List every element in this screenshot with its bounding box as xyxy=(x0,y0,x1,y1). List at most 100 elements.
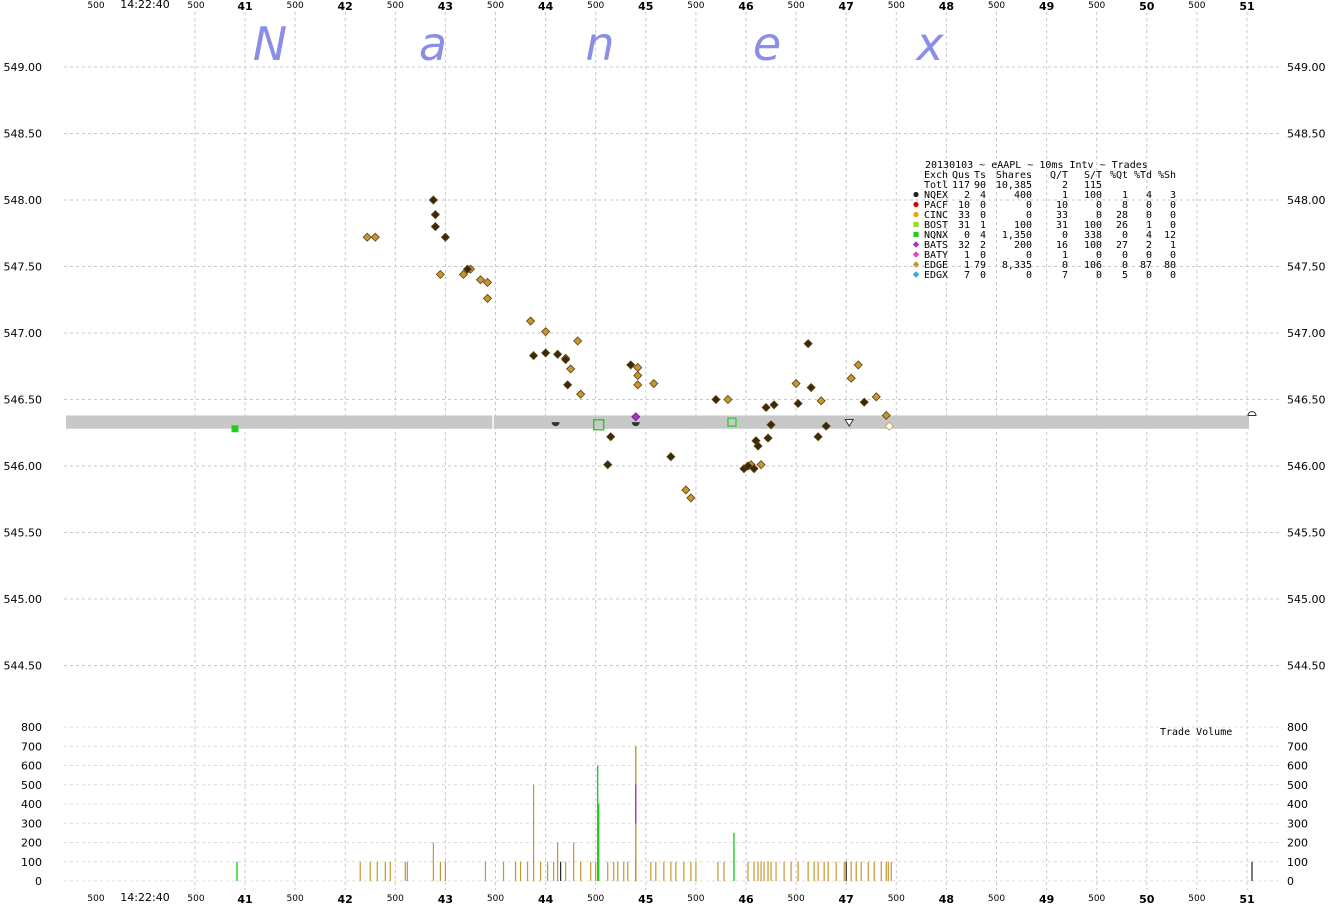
legend-row: 10 xyxy=(1056,200,1068,211)
volume-tick-label: 300 xyxy=(1287,817,1308,830)
volume-tick-label: 0 xyxy=(35,875,42,888)
legend-row: 7 xyxy=(1062,270,1068,281)
trade-marker xyxy=(553,349,563,359)
legend-row: 0 xyxy=(1122,250,1128,261)
trade-marker xyxy=(649,378,659,389)
volume-tick-label: 700 xyxy=(1287,740,1308,753)
price-axis-left: 549.00 548.50 548.00 547.50 547.00 546.50 546.… xyxy=(4,61,43,673)
x-tick-label: 500 xyxy=(1188,894,1205,904)
trade-marker xyxy=(576,389,586,399)
x-tick-label: 500 xyxy=(587,1,604,11)
trade-marker xyxy=(482,277,493,288)
legend-row: 1 xyxy=(1122,190,1128,201)
x-tick-label: 51 xyxy=(1239,893,1254,905)
volume-tick-label: 800 xyxy=(21,721,42,734)
legend-row: 4 xyxy=(1146,190,1152,201)
legend-row: 0 xyxy=(1146,270,1152,281)
trade-marker xyxy=(440,232,450,242)
legend-total: 115 xyxy=(1084,180,1102,191)
x-tick-label: 42 xyxy=(338,0,353,13)
legend-total: 10,385 xyxy=(996,180,1032,191)
trade-marker xyxy=(541,327,551,337)
x-tick-label: 42 xyxy=(338,893,353,905)
x-tick-label: 51 xyxy=(1239,0,1254,13)
volume-tick-label: 400 xyxy=(21,798,42,811)
x-tick-label: 50 xyxy=(1139,893,1155,905)
volume-axis-left: 800 700 600 500 400 300 200 100 0 xyxy=(21,721,42,888)
trade-marker xyxy=(633,380,643,390)
volume-tick-label: 200 xyxy=(1287,837,1308,850)
legend-header: Shares xyxy=(996,170,1032,181)
price-tick-label: 547.50 xyxy=(4,261,43,274)
legend-row: 1 xyxy=(964,250,970,261)
x-tick-label: 47 xyxy=(839,0,854,13)
legend-row: 100 xyxy=(1084,220,1102,231)
price-tick-label: 549.00 xyxy=(1287,61,1326,74)
x-tick-label: 500 xyxy=(988,1,1005,11)
legend-row: 5 xyxy=(1122,270,1128,281)
legend-row: NQNX xyxy=(924,230,948,241)
x-tick-label: 14:22:40 xyxy=(120,0,169,11)
legend-row: BATY xyxy=(924,250,948,261)
legend-row: 0 xyxy=(964,230,970,241)
volume-tick-label: 100 xyxy=(21,856,42,869)
price-tick-label: 546.50 xyxy=(1287,394,1326,407)
x-tick-label: 48 xyxy=(939,0,954,13)
legend-row: 87 xyxy=(1140,260,1152,271)
x-tick-label: 44 xyxy=(538,0,554,13)
trade-marker xyxy=(853,360,863,370)
volume-tick-label: 0 xyxy=(1287,875,1294,888)
x-tick-label: 45 xyxy=(638,893,653,905)
trade-marker xyxy=(871,392,881,402)
legend-row: 1 xyxy=(980,220,986,231)
legend-row: 0 xyxy=(1096,250,1102,261)
trade-marker xyxy=(681,485,691,495)
legend-marker xyxy=(913,221,919,228)
volume-tick-label: 800 xyxy=(1287,721,1308,734)
legend-header: Qus xyxy=(952,170,970,181)
price-tick-label: 546.50 xyxy=(4,394,43,407)
price-tick-label: 548.00 xyxy=(4,194,43,207)
trade-marker xyxy=(821,421,831,431)
x-tick-label: 49 xyxy=(1039,0,1054,13)
trade-marker xyxy=(475,275,486,285)
price-tick-label: 547.00 xyxy=(1287,327,1326,340)
legend-row: 33 xyxy=(958,210,970,221)
price-axis-right: 549.00 548.50 548.00 547.50 547.00 546.50 546.… xyxy=(1287,61,1326,673)
legend-row: 200 xyxy=(1014,240,1032,251)
trade-marker xyxy=(370,232,380,242)
nqex-marker xyxy=(631,422,640,427)
trade-marker xyxy=(884,421,894,431)
x-tick-label: 46 xyxy=(738,893,754,905)
legend-row: 1 xyxy=(1170,240,1176,251)
legend-marker xyxy=(912,271,920,278)
legend-row: 79 xyxy=(974,260,986,271)
legend-marker xyxy=(912,261,920,268)
x-tick-label: 500 xyxy=(888,894,905,904)
x-tick-label: 49 xyxy=(1039,893,1054,905)
x-tick-label: 500 xyxy=(187,894,204,904)
volume-tick-label: 300 xyxy=(21,817,42,830)
volume-tick-label: 100 xyxy=(1287,856,1308,869)
trade-marker xyxy=(881,410,891,421)
x-tick-label: 48 xyxy=(939,893,954,905)
trade-marker xyxy=(606,432,616,442)
x-tick-label: 500 xyxy=(1188,1,1205,11)
trade-marker xyxy=(631,412,641,422)
legend-row: 0 xyxy=(980,250,986,261)
legend-row: 2 xyxy=(980,240,986,251)
trade-marker xyxy=(633,370,643,381)
trade-marker xyxy=(563,380,573,390)
volume-tick-label: 500 xyxy=(21,779,42,792)
x-tick-label: 500 xyxy=(587,894,604,904)
price-tick-label: 547.00 xyxy=(4,327,43,340)
legend-row: 27 xyxy=(1116,240,1128,251)
legend-row: 100 xyxy=(1014,220,1032,231)
trade-marker xyxy=(793,398,803,409)
legend-row: 0 xyxy=(1096,200,1102,211)
legend-row: 0 xyxy=(1026,200,1032,211)
legend-row: 80 xyxy=(1164,260,1176,271)
price-tick-label: 545.00 xyxy=(4,593,43,606)
price-tick-label: 545.50 xyxy=(4,527,43,540)
legend-row: 4 xyxy=(980,230,986,241)
